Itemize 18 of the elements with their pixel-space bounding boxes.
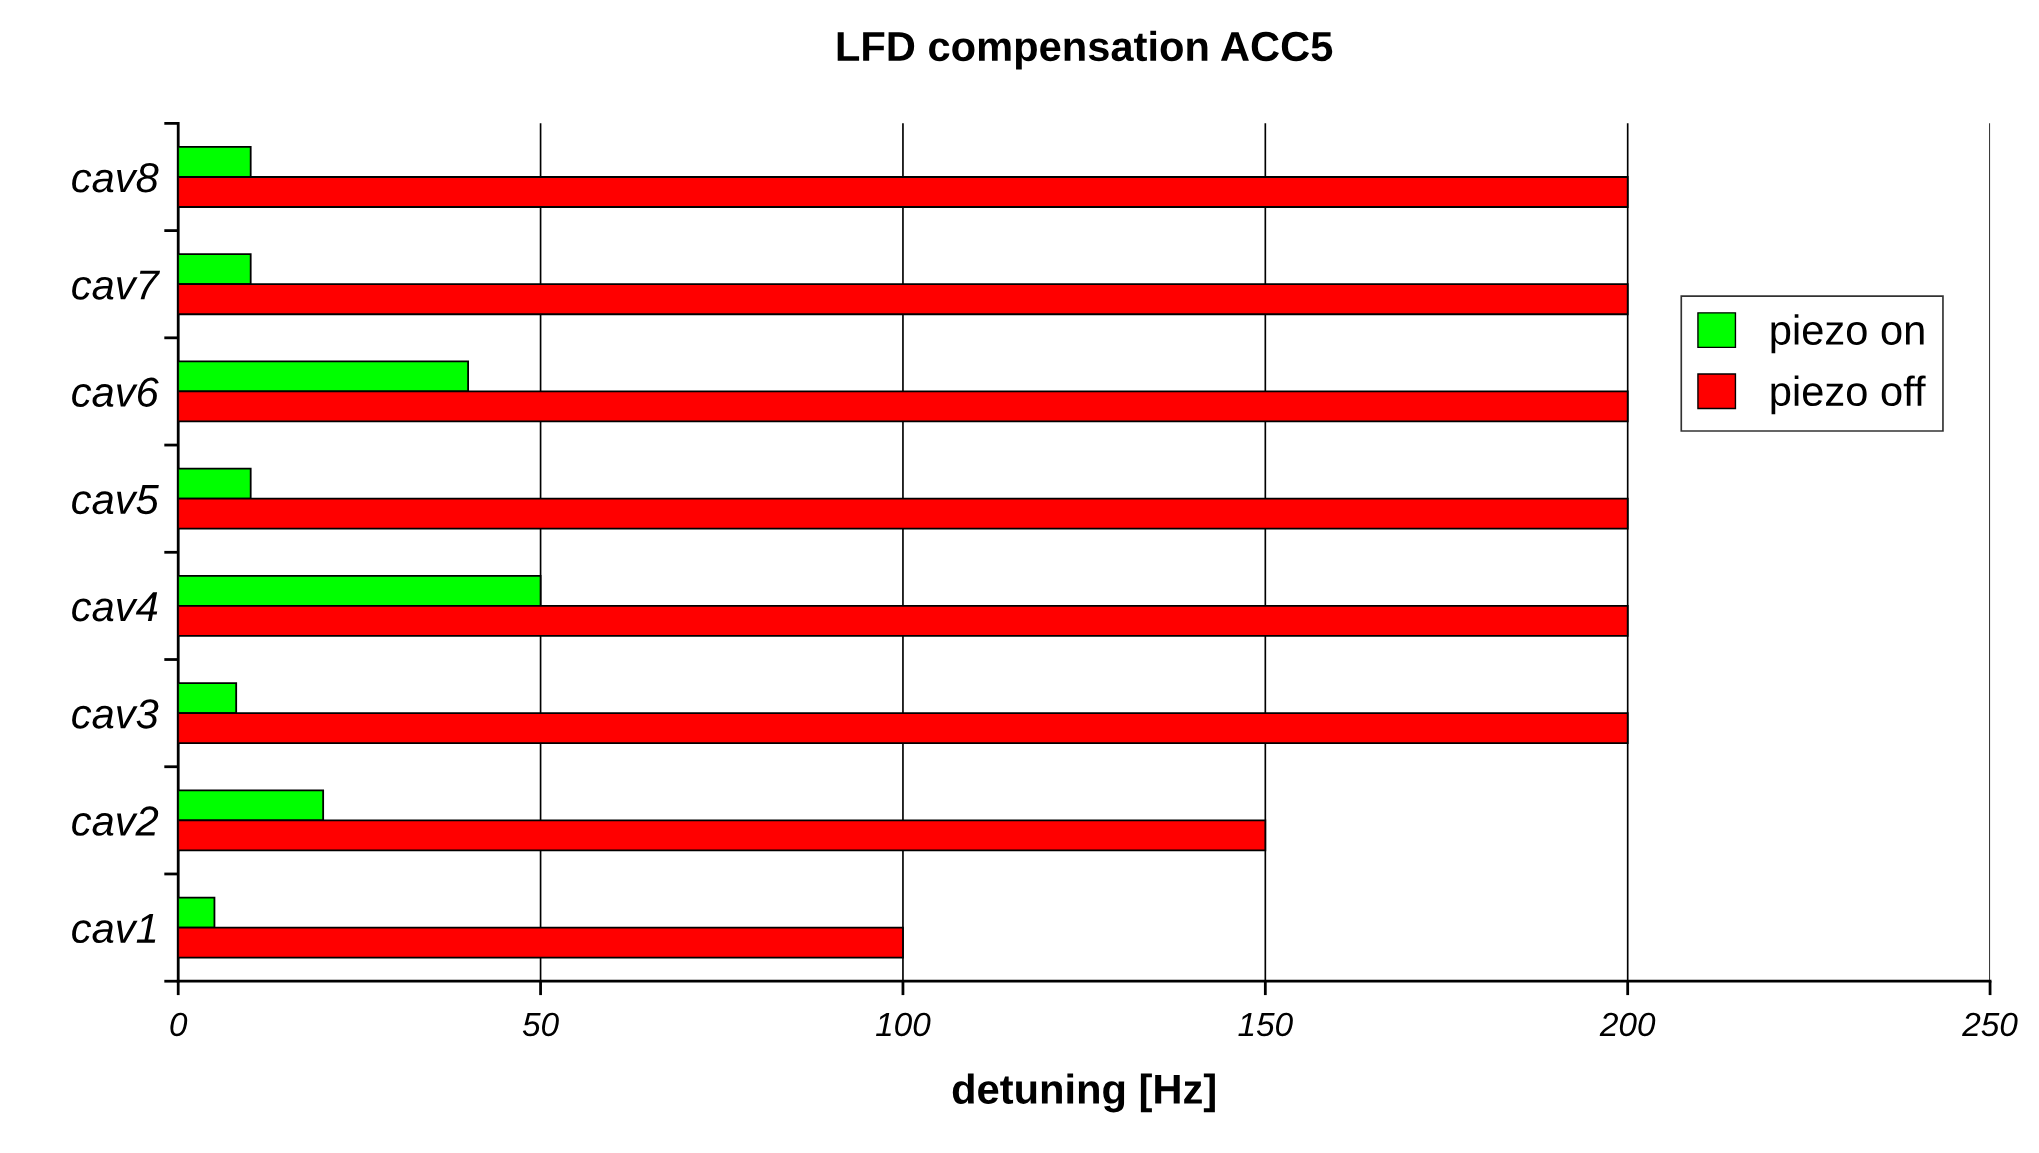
chart-title: LFD compensation ACC5 [837, 30, 1333, 70]
y-tick-label: cav6 [72, 377, 159, 407]
x-tick-label: 250 [1962, 1012, 2018, 1037]
x-tick-label: 150 [1238, 1012, 1293, 1037]
y-tick-label: cav5 [72, 485, 159, 515]
y-tick-label: cav1 [72, 914, 156, 944]
legend-label: piezo off [1771, 375, 1926, 415]
legend-label: piezo on [1771, 314, 1924, 354]
x-tick-label: 200 [1599, 1012, 1656, 1037]
x-tick-label: 0 [170, 1012, 188, 1037]
y-tick-label: cav2 [72, 806, 159, 836]
y-tick-label: cav7 [72, 270, 161, 300]
y-tick-label: cav4 [72, 592, 158, 622]
x-tick-label: 50 [522, 1012, 559, 1037]
x-tick-label: 100 [876, 1012, 931, 1037]
x-axis-title: detuning [Hz] [952, 1073, 1215, 1113]
y-tick-label: cav3 [72, 699, 159, 729]
y-tick-label: cav8 [72, 163, 159, 193]
